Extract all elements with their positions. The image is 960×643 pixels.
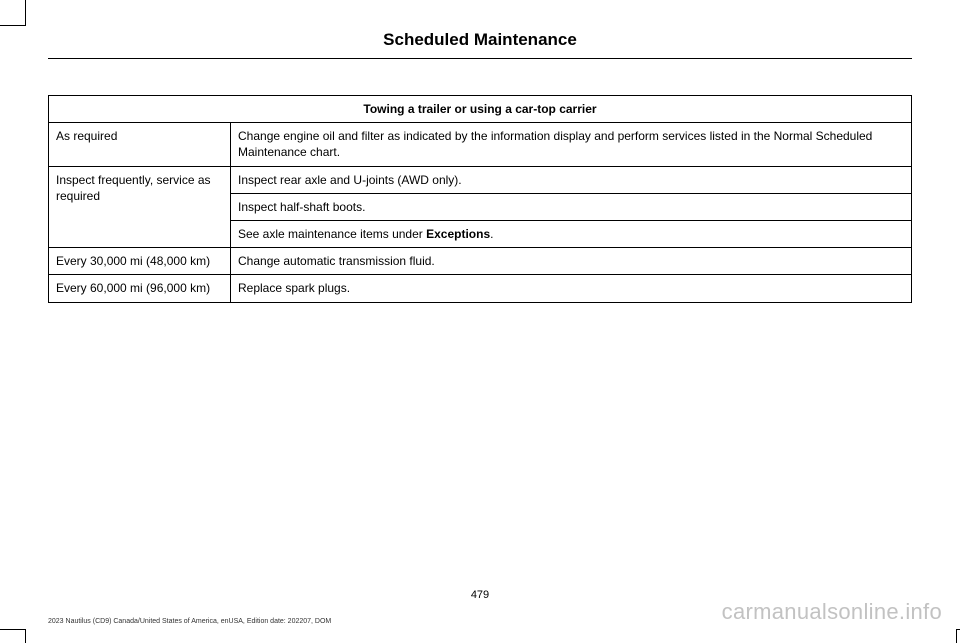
maintenance-table: Towing a trailer or using a car-top carr… <box>48 95 912 303</box>
task-cell: Inspect rear axle and U-joints (AWD only… <box>231 166 912 193</box>
task-cell: Inspect half-shaft boots. <box>231 193 912 220</box>
table-row: Every 30,000 mi (48,000 km) Change autom… <box>49 248 912 275</box>
footer-meta: 2023 Nautilus (CD9) Canada/United States… <box>48 618 331 625</box>
task-text-pre: See axle maintenance items under <box>238 227 426 241</box>
table-row: Inspect frequently, service as required … <box>49 166 912 193</box>
watermark: carmanualsonline.info <box>722 599 942 625</box>
crop-mark-top-left <box>0 0 26 26</box>
freq-cell: Every 30,000 mi (48,000 km) <box>49 248 231 275</box>
table-header: Towing a trailer or using a car-top carr… <box>49 96 912 123</box>
task-cell: Change engine oil and filter as indicate… <box>231 123 912 166</box>
freq-cell: Inspect frequently, service as required <box>49 166 231 248</box>
freq-cell: As required <box>49 123 231 166</box>
freq-cell: Every 60,000 mi (96,000 km) <box>49 275 231 302</box>
task-text-post: . <box>490 227 493 241</box>
table-row: As required Change engine oil and filter… <box>49 123 912 166</box>
crop-mark-bottom-left <box>0 629 26 643</box>
task-cell: See axle maintenance items under Excepti… <box>231 220 912 247</box>
crop-mark-bottom-right <box>956 629 960 643</box>
title-rule <box>48 58 912 59</box>
task-cell: Replace spark plugs. <box>231 275 912 302</box>
table-row: Every 60,000 mi (96,000 km) Replace spar… <box>49 275 912 302</box>
task-text-bold: Exceptions <box>426 227 490 241</box>
task-cell: Change automatic transmission fluid. <box>231 248 912 275</box>
page-title: Scheduled Maintenance <box>0 0 960 58</box>
